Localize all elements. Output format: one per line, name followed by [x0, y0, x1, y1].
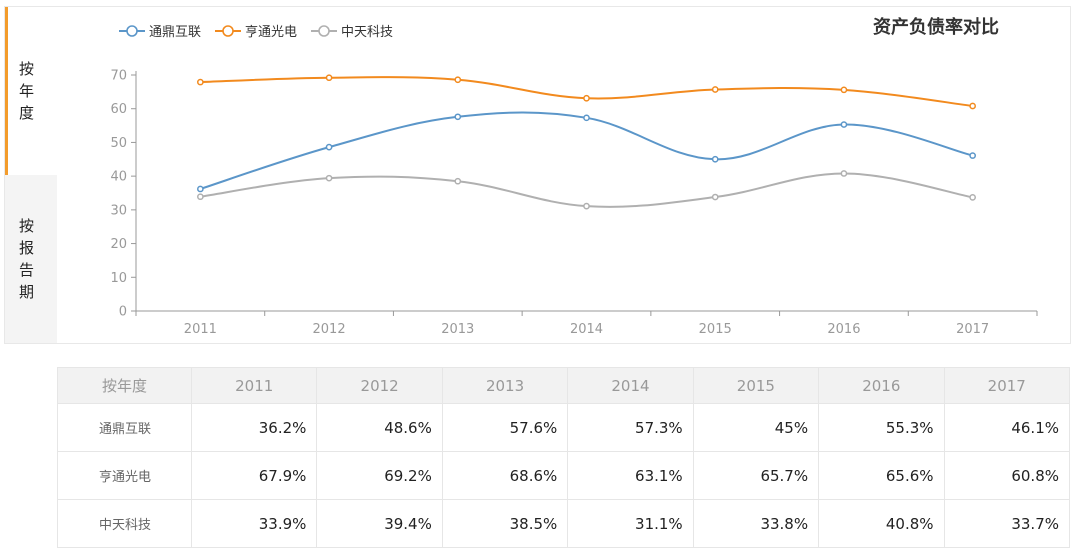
- table-cell: 39.4%: [316, 499, 443, 548]
- x-tick-label: 2012: [313, 322, 346, 337]
- data-point: [454, 177, 462, 185]
- y-tick-label: 0: [119, 305, 127, 320]
- data-point: [840, 170, 848, 177]
- table-year-header: 2013: [441, 367, 569, 404]
- data-point: [583, 94, 590, 102]
- table-row: 通鼎互联 36.2% 48.6% 57.6% 57.3% 45% 55.3% 46.1%: [57, 403, 1071, 452]
- table-year-header: 2012: [316, 367, 443, 404]
- table-cell: 60.8%: [943, 451, 1071, 500]
- table-cell: 38.5%: [441, 499, 569, 548]
- table-cell: 57.6%: [441, 403, 569, 452]
- tab-by-year[interactable]: 按年度: [5, 7, 57, 175]
- data-point: [969, 102, 976, 110]
- x-tick-label: 2011: [184, 322, 217, 337]
- legend-label: 亨通光电: [245, 25, 298, 40]
- table-row: 亨通光电 67.9% 69.2% 68.6% 63.1% 65.7% 65.6% 60.8%: [57, 451, 1071, 500]
- y-tick-label: 10: [110, 271, 127, 286]
- series-line: [200, 76, 973, 108]
- legend-item[interactable]: 中天科技: [311, 21, 393, 40]
- y-tick-label: 30: [110, 203, 127, 218]
- table-cell: 48.6%: [316, 403, 443, 452]
- table-header-row: 按年度 2011 2012 2013 2014 2015 2016 2017: [57, 367, 1071, 404]
- table-cell: 36.2%: [190, 403, 318, 452]
- data-point: [197, 185, 204, 193]
- y-tick-label: 70: [110, 69, 127, 84]
- tab-by-report[interactable]: 按报告期: [5, 175, 57, 343]
- x-tick-label: 2016: [827, 322, 860, 337]
- x-tick-label: 2013: [441, 322, 474, 337]
- data-table: 按年度 2011 2012 2013 2014 2015 2016 2017 通鼎互联 36.…: [57, 367, 1071, 548]
- table-cell: 65.6%: [818, 451, 945, 500]
- data-point: [840, 86, 848, 94]
- table-year-header: 2015: [692, 367, 820, 404]
- data-point: [197, 193, 204, 201]
- table-cell: 68.6%: [441, 451, 569, 500]
- data-point: [197, 78, 204, 86]
- data-point: [325, 174, 333, 182]
- legend-label: 通鼎互联: [149, 25, 202, 40]
- table-cell: 55.3%: [818, 403, 945, 452]
- data-point: [325, 74, 333, 82]
- data-point: [840, 121, 848, 128]
- chart-title: 资产负债率对比: [873, 17, 999, 38]
- data-point: [711, 155, 719, 163]
- table-cell: 33.7%: [943, 499, 1071, 548]
- table-corner-header: 按年度: [57, 367, 192, 404]
- line-chart: 0 10 20 30 40 50 60 70 2011 2012 2013 2014 2015 2016 2…: [110, 69, 1038, 337]
- legend-item[interactable]: 通鼎互联: [119, 21, 201, 40]
- legend-line-icon: [311, 24, 338, 37]
- data-point: [711, 86, 719, 93]
- table-cell: 40.8%: [818, 499, 945, 548]
- data-point: [583, 202, 590, 210]
- x-tick-label: 2014: [570, 322, 603, 337]
- legend-item[interactable]: 亨通光电: [215, 21, 297, 40]
- x-tick-label: 2015: [699, 322, 732, 337]
- table-year-header: 2011: [190, 367, 318, 404]
- table-cell: 46.1%: [943, 403, 1071, 452]
- table-cell: 69.2%: [316, 451, 443, 500]
- side-tabs: 按年度 按报告期: [5, 7, 57, 343]
- y-tick-label: 50: [110, 136, 127, 151]
- y-tick-label: 60: [110, 102, 127, 117]
- table-cell: 45%: [692, 403, 820, 452]
- table-cell: 31.1%: [567, 499, 694, 548]
- table-year-header: 2017: [943, 367, 1071, 404]
- legend-label: 中天科技: [341, 25, 394, 40]
- table-year-header: 2016: [818, 367, 945, 404]
- data-point: [583, 114, 590, 122]
- chart-panel: 按年度 按报告期 通鼎互联 亨通光电 中天科技 资产负债率对比 0 10 20 30 40 5…: [4, 6, 1071, 344]
- table-row-label: 通鼎互联: [57, 403, 192, 452]
- table-cell: 33.9%: [190, 499, 318, 548]
- table-row-label: 中天科技: [57, 499, 192, 548]
- legend-line-icon: [119, 24, 145, 37]
- x-tick-label: 2017: [956, 322, 989, 337]
- series-line: [200, 111, 973, 190]
- series-line: [200, 172, 973, 208]
- table-row: 中天科技 33.9% 39.4% 38.5% 31.1% 33.8% 40.8% 33.7%: [57, 499, 1071, 548]
- data-point: [454, 76, 462, 84]
- legend-line-icon: [215, 24, 242, 37]
- chart-legend: 通鼎互联 亨通光电 中天科技: [119, 21, 393, 40]
- table-year-header: 2014: [567, 367, 694, 404]
- data-point: [969, 194, 976, 201]
- data-point: [454, 113, 462, 121]
- data-point: [325, 143, 333, 151]
- table-cell: 67.9%: [190, 451, 318, 500]
- table-cell: 63.1%: [567, 451, 694, 500]
- data-point: [969, 152, 976, 159]
- y-tick-label: 20: [110, 237, 127, 252]
- data-point: [711, 193, 719, 201]
- table-cell: 57.3%: [567, 403, 694, 452]
- table-cell: 65.7%: [692, 451, 820, 500]
- tab-by-year-label: 按年度: [19, 60, 35, 122]
- table-cell: 33.8%: [692, 499, 820, 548]
- table-row-label: 亨通光电: [57, 451, 192, 500]
- y-tick-label: 40: [110, 170, 127, 185]
- tab-by-report-label: 按报告期: [19, 217, 35, 301]
